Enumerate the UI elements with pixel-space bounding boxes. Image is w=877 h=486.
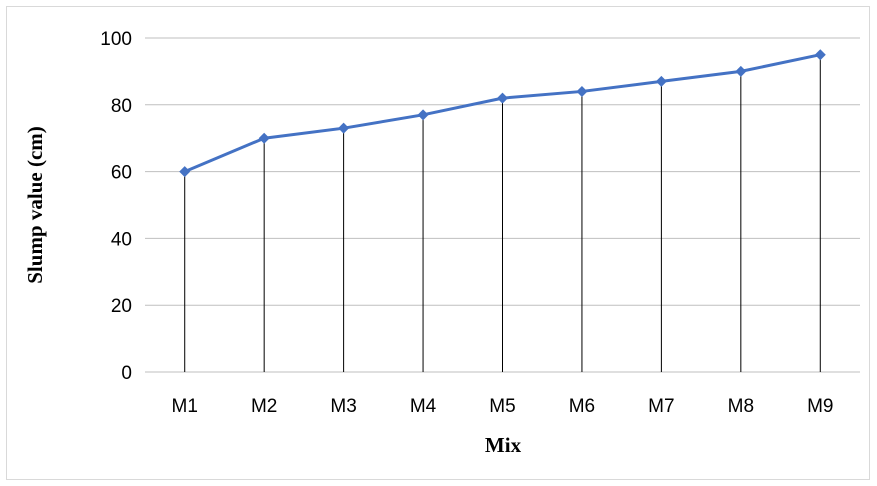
data-point-m8 [735,65,747,77]
data-point-m3 [338,122,350,134]
data-point-m6 [576,85,588,97]
x-tick-label-m2: M2 [251,396,277,417]
drop-lines [184,54,821,372]
y-tick-label-40: 40 [111,229,132,250]
x-tick-labels: M1 M2 M3 M4 M5 M6 M7 M8 M9 [172,396,834,417]
y-tick-labels: 0 20 40 60 80 100 [100,29,132,384]
y-tick-label-20: 20 [111,296,132,317]
data-point-m5 [497,92,508,104]
x-tick-label-m9: M9 [807,396,833,417]
y-tick-label-60: 60 [111,163,132,184]
x-tick-label-m3: M3 [330,396,356,417]
x-tick-label-m4: M4 [410,396,437,417]
y-tick-label-0: 0 [121,363,132,384]
data-point-m9 [814,49,826,61]
data-point-m1 [179,166,191,178]
data-point-m2 [258,132,270,144]
x-tick-label-m1: M1 [172,396,198,417]
x-tick-label-m6: M6 [569,396,595,417]
y-tick-label-80: 80 [111,96,132,117]
series-group [179,49,826,178]
data-point-m7 [655,75,667,87]
x-tick-label-m7: M7 [648,396,674,417]
data-point-m4 [417,109,429,121]
y-tick-label-100: 100 [100,29,132,50]
x-tick-label-m8: M8 [728,396,754,417]
y-axis-title: Slump value (cm) [23,126,47,284]
chart-frame [6,6,870,480]
x-axis-title: Mix [485,433,522,457]
x-tick-label-m5: M5 [489,396,515,417]
